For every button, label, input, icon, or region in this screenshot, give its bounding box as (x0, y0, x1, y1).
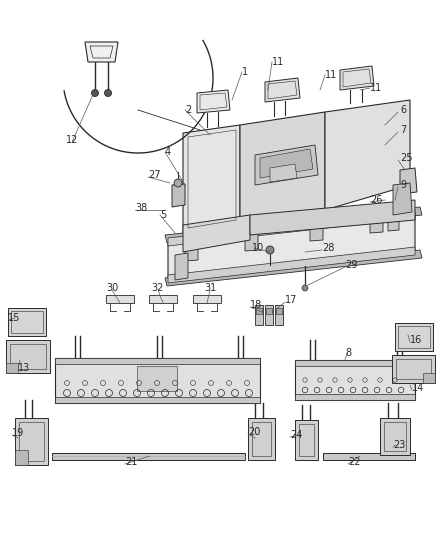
Polygon shape (325, 100, 410, 210)
Polygon shape (137, 366, 177, 391)
Text: 30: 30 (106, 283, 118, 293)
Text: 23: 23 (393, 440, 406, 450)
Text: 15: 15 (8, 313, 21, 323)
Polygon shape (197, 90, 230, 113)
Text: 7: 7 (400, 125, 406, 135)
Text: 1: 1 (242, 67, 248, 77)
Polygon shape (193, 295, 221, 303)
Text: 18: 18 (250, 300, 262, 310)
Polygon shape (172, 184, 185, 207)
Text: 32: 32 (152, 283, 164, 293)
Polygon shape (149, 295, 177, 303)
Polygon shape (55, 397, 260, 403)
Text: 19: 19 (12, 428, 24, 438)
Polygon shape (55, 358, 260, 364)
Text: 4: 4 (165, 147, 171, 157)
Polygon shape (395, 323, 433, 351)
Polygon shape (295, 394, 415, 400)
Polygon shape (8, 308, 46, 336)
Polygon shape (380, 418, 410, 455)
Text: 9: 9 (400, 180, 406, 190)
Text: 17: 17 (285, 295, 297, 305)
Circle shape (92, 90, 99, 96)
Text: 38: 38 (135, 203, 147, 213)
Polygon shape (400, 168, 417, 194)
Polygon shape (266, 308, 272, 314)
Polygon shape (165, 250, 422, 286)
Polygon shape (183, 215, 250, 252)
Text: 8: 8 (345, 348, 351, 358)
Text: 11: 11 (370, 83, 382, 93)
Polygon shape (260, 149, 313, 178)
Polygon shape (423, 373, 435, 383)
Text: 22: 22 (348, 457, 360, 467)
Text: 2: 2 (185, 105, 191, 115)
Circle shape (266, 246, 274, 254)
Polygon shape (295, 360, 415, 366)
Text: 27: 27 (148, 170, 160, 180)
Polygon shape (295, 420, 318, 460)
Polygon shape (265, 78, 300, 102)
Polygon shape (106, 295, 134, 303)
Text: 12: 12 (66, 135, 78, 145)
Text: 20: 20 (248, 427, 260, 437)
Polygon shape (393, 183, 412, 215)
Polygon shape (250, 200, 415, 235)
Text: 25: 25 (400, 153, 413, 163)
Polygon shape (270, 164, 297, 182)
Polygon shape (255, 145, 318, 185)
Polygon shape (323, 453, 415, 460)
Polygon shape (248, 418, 275, 460)
Polygon shape (183, 125, 240, 233)
Text: 31: 31 (204, 283, 216, 293)
Polygon shape (52, 453, 245, 460)
Text: 26: 26 (370, 195, 382, 205)
Text: 11: 11 (272, 57, 284, 67)
Text: 13: 13 (18, 363, 30, 373)
Text: 16: 16 (410, 335, 422, 345)
Polygon shape (275, 305, 283, 325)
Polygon shape (175, 253, 188, 280)
Text: 24: 24 (290, 430, 302, 440)
Polygon shape (6, 363, 18, 373)
Polygon shape (392, 355, 435, 383)
Text: 6: 6 (400, 105, 406, 115)
Polygon shape (388, 209, 399, 231)
Polygon shape (276, 308, 282, 314)
Text: 28: 28 (322, 243, 334, 253)
Polygon shape (185, 237, 198, 261)
Polygon shape (310, 217, 323, 241)
Polygon shape (370, 211, 383, 233)
Polygon shape (295, 360, 415, 400)
Polygon shape (265, 305, 273, 325)
Text: 21: 21 (125, 457, 138, 467)
Polygon shape (15, 450, 28, 465)
Polygon shape (168, 210, 415, 246)
Polygon shape (165, 207, 422, 243)
Circle shape (105, 90, 112, 96)
Polygon shape (340, 66, 374, 90)
Circle shape (174, 179, 182, 187)
Polygon shape (255, 305, 263, 325)
Text: 5: 5 (160, 210, 166, 220)
Circle shape (302, 285, 308, 291)
Polygon shape (168, 247, 415, 283)
Polygon shape (55, 358, 260, 403)
Polygon shape (6, 340, 50, 373)
Polygon shape (15, 418, 48, 465)
Polygon shape (256, 308, 262, 314)
Text: 11: 11 (325, 70, 337, 80)
Text: 29: 29 (345, 260, 357, 270)
Polygon shape (168, 210, 415, 283)
Text: 10: 10 (252, 243, 264, 253)
Text: 14: 14 (412, 383, 424, 393)
Polygon shape (85, 42, 118, 62)
Polygon shape (240, 112, 325, 225)
Polygon shape (245, 227, 258, 251)
